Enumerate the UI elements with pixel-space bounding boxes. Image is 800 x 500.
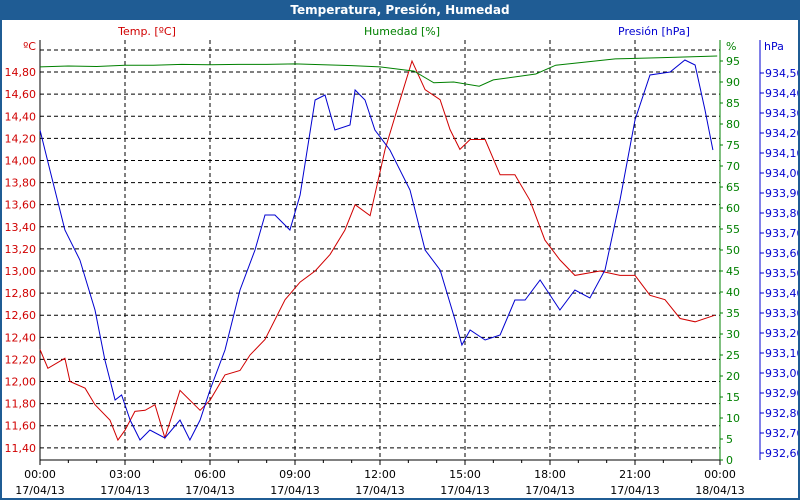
x-tick-date: 17/04/13 bbox=[15, 484, 64, 497]
temp-tick-label: 13,40 bbox=[5, 221, 37, 234]
pres-tick-label: 933,40 bbox=[765, 287, 798, 300]
x-tick-date: 17/04/13 bbox=[185, 484, 234, 497]
temp-tick-label: 14,60 bbox=[5, 88, 37, 101]
hum-tick-label: 65 bbox=[726, 181, 740, 194]
hum-tick-label: 70 bbox=[726, 160, 740, 173]
x-tick-date: 17/04/13 bbox=[440, 484, 489, 497]
hum-tick-label: 85 bbox=[726, 97, 740, 110]
x-tick-time: 00:00 bbox=[24, 468, 56, 481]
x-tick-date: 18/04/13 bbox=[695, 484, 744, 497]
hum-tick-label: 45 bbox=[726, 265, 740, 278]
hum-tick-label: 15 bbox=[726, 391, 740, 404]
pres-axis-title: Presión [hPa] bbox=[618, 25, 690, 38]
hum-tick-label: 30 bbox=[726, 328, 740, 341]
hum-tick-label: 20 bbox=[726, 370, 740, 383]
x-tick-time: 18:00 bbox=[534, 468, 566, 481]
x-tick-time: 00:00 bbox=[704, 468, 736, 481]
series-line-pres bbox=[39, 59, 714, 442]
temp-tick-label: 13,80 bbox=[5, 177, 37, 190]
temp-tick-label: 13,00 bbox=[5, 265, 37, 278]
hum-tick-label: 0 bbox=[726, 454, 733, 467]
temp-tick-label: 13,20 bbox=[5, 243, 37, 256]
hum-tick-label: 95 bbox=[726, 55, 740, 68]
chart-panel: 00:00 17/04/13 03:00 17/04/13 06:00 17/04/13 0… bbox=[2, 20, 798, 498]
x-tick-time: 21:00 bbox=[619, 468, 651, 481]
x-tick-time: 03:00 bbox=[109, 468, 141, 481]
hum-axis-title: Humedad [%] bbox=[364, 25, 440, 38]
hum-tick-label: 75 bbox=[726, 139, 740, 152]
pres-tick-label: 932,70 bbox=[765, 427, 798, 440]
hum-tick-label: 80 bbox=[726, 118, 740, 131]
temp-tick-label: 12,20 bbox=[5, 353, 37, 366]
temp-tick-label: 12,80 bbox=[5, 287, 37, 300]
temp-unit: ºC bbox=[23, 40, 36, 53]
hum-tick-label: 50 bbox=[726, 244, 740, 257]
temp-tick-label: 14,20 bbox=[5, 132, 37, 145]
series-line-temp bbox=[39, 59, 716, 442]
x-tick-time: 09:00 bbox=[279, 468, 311, 481]
hum-tick-label: 40 bbox=[726, 286, 740, 299]
temp-tick-label: 12,00 bbox=[5, 376, 37, 389]
temp-tick-label: 12,60 bbox=[5, 309, 37, 322]
hum-tick-label: 60 bbox=[726, 202, 740, 215]
pres-tick-label: 934,50 bbox=[765, 67, 798, 80]
pres-tick-label: 932,90 bbox=[765, 387, 798, 400]
pres-tick-label: 934,00 bbox=[765, 167, 798, 180]
hum-unit: % bbox=[726, 40, 736, 53]
x-tick-date: 17/04/13 bbox=[355, 484, 404, 497]
pres-tick-label: 933,10 bbox=[765, 347, 798, 360]
temp-tick-label: 13,60 bbox=[5, 199, 37, 212]
pres-tick-label: 933,50 bbox=[765, 267, 798, 280]
x-tick-time: 15:00 bbox=[449, 468, 481, 481]
series-line-hum bbox=[39, 55, 718, 87]
chart-svg: 00:00 17/04/13 03:00 17/04/13 06:00 17/04/13 0… bbox=[5, 25, 799, 497]
hum-tick-label: 90 bbox=[726, 76, 740, 89]
temp-tick-label: 11,60 bbox=[5, 420, 37, 433]
pres-tick-label: 933,60 bbox=[765, 247, 798, 260]
x-tick-time: 12:00 bbox=[364, 468, 396, 481]
x-tick-time: 06:00 bbox=[194, 468, 226, 481]
pres-tick-label: 932,80 bbox=[765, 407, 798, 420]
pres-tick-label: 933,20 bbox=[765, 327, 798, 340]
temp-tick-label: 14,00 bbox=[5, 154, 37, 167]
temp-tick-label: 14,80 bbox=[5, 66, 37, 79]
x-tick-date: 17/04/13 bbox=[270, 484, 319, 497]
temp-tick-label: 14,40 bbox=[5, 110, 37, 123]
temp-tick-label: 12,40 bbox=[5, 331, 37, 344]
pres-tick-label: 934,10 bbox=[765, 147, 798, 160]
pres-tick-label: 932,60 bbox=[765, 447, 798, 460]
hum-tick-label: 55 bbox=[726, 223, 740, 236]
pres-tick-label: 933,90 bbox=[765, 187, 798, 200]
pres-unit: hPa bbox=[764, 40, 784, 53]
x-tick-date: 17/04/13 bbox=[525, 484, 574, 497]
pres-tick-label: 934,40 bbox=[765, 87, 798, 100]
pres-tick-label: 933,30 bbox=[765, 307, 798, 320]
pres-tick-label: 933,70 bbox=[765, 227, 798, 240]
x-tick-date: 17/04/13 bbox=[610, 484, 659, 497]
temp-axis-title: Temp. [ºC] bbox=[117, 25, 176, 38]
window-title: Temperatura, Presión, Humedad bbox=[290, 3, 510, 17]
temp-tick-label: 11,80 bbox=[5, 398, 37, 411]
hum-tick-label: 25 bbox=[726, 349, 740, 362]
pres-tick-label: 933,80 bbox=[765, 207, 798, 220]
pres-tick-label: 934,30 bbox=[765, 107, 798, 120]
pres-tick-label: 933,00 bbox=[765, 367, 798, 380]
hum-tick-label: 5 bbox=[726, 433, 733, 446]
hum-tick-label: 35 bbox=[726, 307, 740, 320]
hum-tick-label: 10 bbox=[726, 412, 740, 425]
pres-tick-label: 934,20 bbox=[765, 127, 798, 140]
x-tick-date: 17/04/13 bbox=[100, 484, 149, 497]
temp-tick-label: 11,40 bbox=[5, 442, 37, 455]
